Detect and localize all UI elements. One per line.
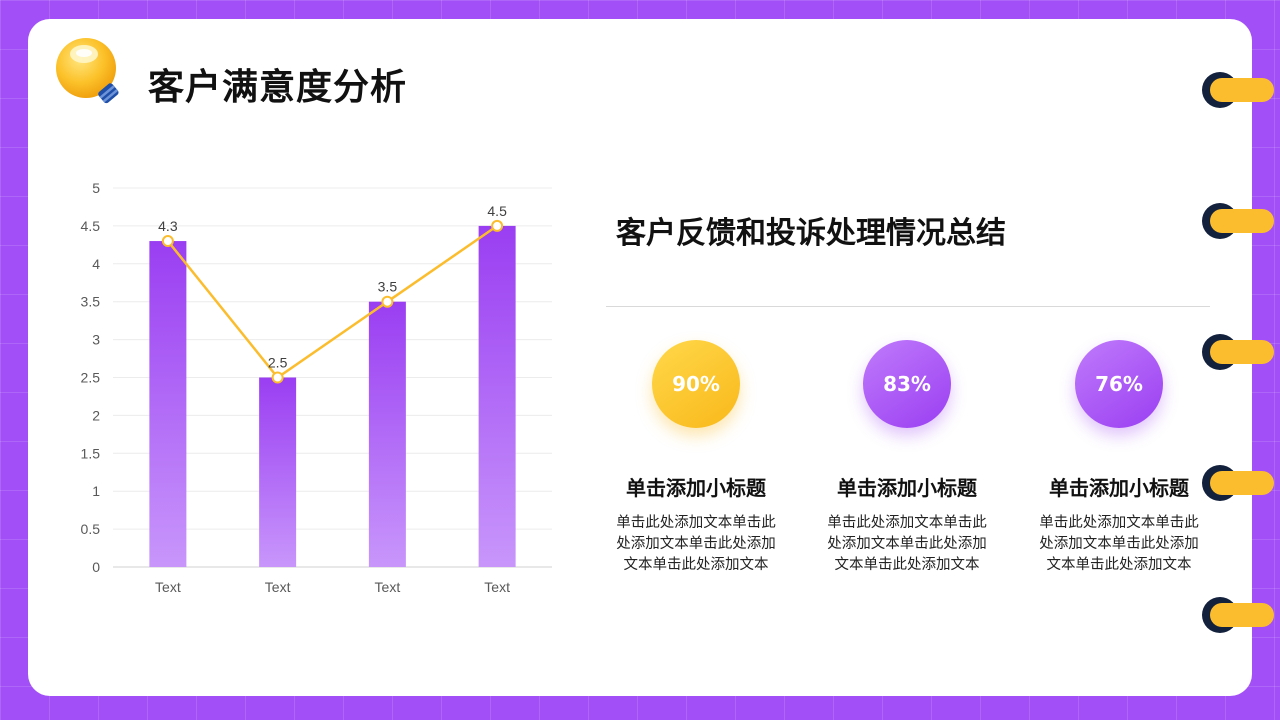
stat-title-3[interactable]: 单击添加小标题 [1049,476,1189,500]
y-tick-label: 0.5 [81,521,101,537]
data-label: 4.5 [487,203,507,219]
satisfaction-chart: 0 0.5 1 1.5 2 2.5 3 3.5 4 4.5 5 Text Text Text Text 4.3… [81,180,552,595]
line-point [381,295,394,308]
y-tick-label: 3 [92,332,100,348]
y-tick-label: 4 [92,256,100,272]
stat-title-1[interactable]: 单击添加小标题 [626,476,766,500]
stat-circle-2: 83% [863,340,951,428]
bar [368,301,406,567]
y-tick-label: 0 [92,559,100,575]
bar [259,377,297,567]
series-line [166,224,498,380]
binder-ring-icon [1202,334,1274,370]
divider [606,306,1210,307]
line-point [491,219,504,232]
page-title: 客户满意度分析 [148,67,408,108]
binder-ring-icon [1202,465,1274,501]
stat-text-3[interactable]: 单击此处添加文本单击此处添加文本单击此处添加文本单击此处添加文本 [1039,515,1199,573]
y-tick-label: 4.5 [81,218,101,234]
stat-card-1: 90% 单击添加小标题 单击此处添加文本单击此处添加文本单击此处添加文本单击此处… [596,340,796,576]
y-tick-label: 1.5 [81,445,101,461]
stat-text-1[interactable]: 单击此处添加文本单击此处添加文本单击此处添加文本单击此处添加文本 [616,515,776,573]
y-tick-label: 2 [92,407,100,423]
binder-ring-icon [1202,203,1274,239]
data-label: 4.3 [158,218,178,234]
line-point [271,371,284,384]
y-tick-label: 2.5 [81,370,101,386]
line-point [161,235,174,248]
x-tick-label: Text [265,579,291,595]
bar [149,241,187,567]
content-card [28,19,1252,696]
y-tick-label: 1 [92,483,100,499]
x-tick-label: Text [484,579,510,595]
bar [478,225,516,567]
data-label: 3.5 [378,279,398,295]
lightbulb-icon [56,38,119,104]
stat-title-2[interactable]: 单击添加小标题 [837,476,977,500]
stat-card-3: 76% 单击添加小标题 单击此处添加文本单击此处添加文本单击此处添加文本单击此处… [1019,340,1219,576]
x-tick-label: Text [375,579,401,595]
section-subtitle: 客户反馈和投诉处理情况总结 [616,216,1006,251]
stat-card-2: 83% 单击添加小标题 单击此处添加文本单击此处添加文本单击此处添加文本单击此处… [807,340,1007,576]
y-tick-label: 3.5 [81,294,101,310]
x-tick-label: Text [155,579,181,595]
stat-circle-3: 76% [1075,340,1163,428]
stat-text-2[interactable]: 单击此处添加文本单击此处添加文本单击此处添加文本单击此处添加文本 [827,515,987,573]
y-tick-label: 5 [92,180,100,196]
stat-circle-1: 90% [652,340,740,428]
binder-ring-icon [1202,597,1274,633]
binder-ring-icon [1202,72,1274,108]
data-label: 2.5 [268,355,288,371]
